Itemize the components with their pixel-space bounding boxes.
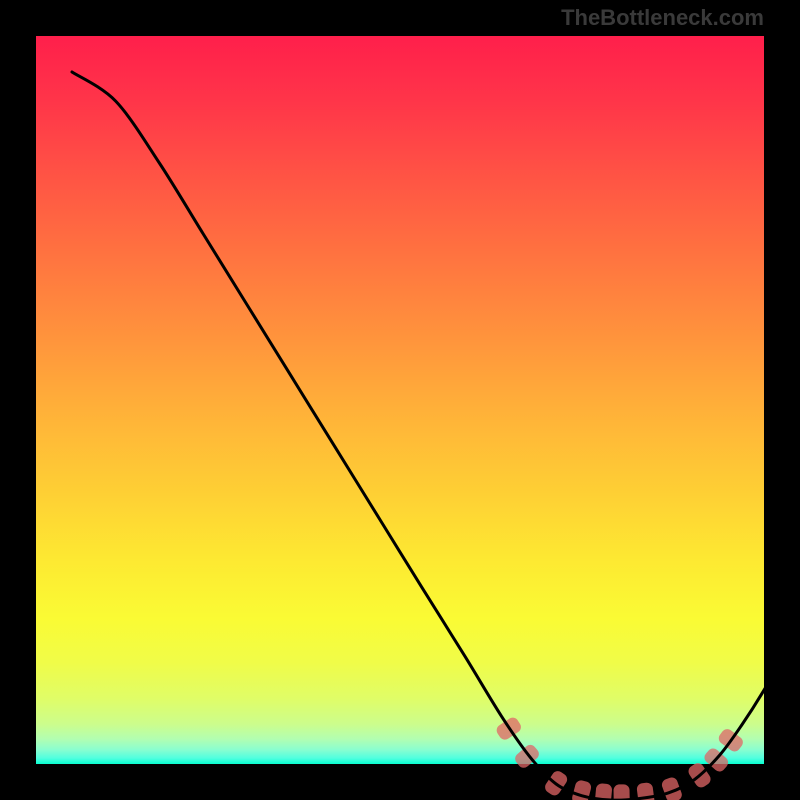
highlight-marker [594, 783, 612, 800]
highlight-marker [571, 779, 593, 800]
highlight-marker [543, 769, 570, 798]
plot-area [36, 36, 764, 764]
watermark-text: TheBottleneck.com [561, 5, 764, 31]
highlight-marker [686, 761, 713, 790]
highlight-marker [613, 784, 629, 800]
highlight-marker [660, 776, 683, 800]
highlight-marker [636, 782, 655, 800]
chart-frame [0, 0, 800, 800]
